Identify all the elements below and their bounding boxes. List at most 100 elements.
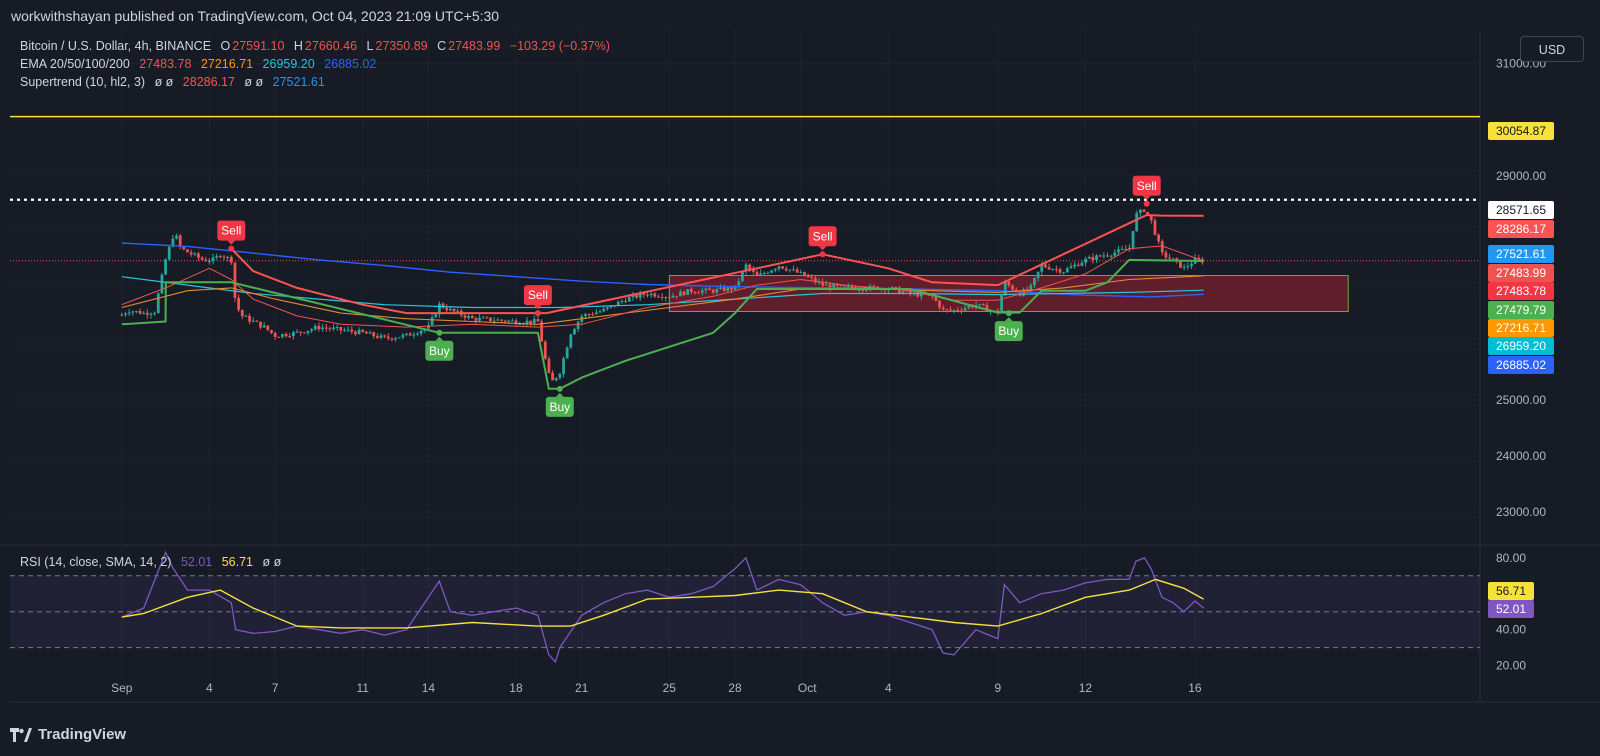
candle-body bbox=[737, 281, 741, 286]
rsi-tag-label: 52.01 bbox=[1496, 602, 1526, 616]
rsi-label: RSI (14, close, SMA, 14, 2) bbox=[20, 555, 172, 569]
candle-body bbox=[1062, 272, 1066, 274]
ema-legend: EMA 20/50/100/200 27483.78 27216.71 2695… bbox=[20, 57, 378, 71]
candle-body bbox=[357, 329, 361, 335]
candle-body bbox=[1157, 234, 1160, 242]
rsi-tag-label: 56.71 bbox=[1496, 584, 1526, 598]
close-value: 27483.99 bbox=[448, 39, 501, 53]
change-value: −103.29 (−0.37%) bbox=[509, 39, 610, 53]
candle-body bbox=[646, 294, 649, 296]
candle-body bbox=[1080, 262, 1084, 266]
candle-body bbox=[576, 321, 580, 329]
time-tick-label: 25 bbox=[663, 681, 677, 695]
candle-body bbox=[784, 268, 788, 271]
candle-body bbox=[240, 309, 244, 317]
candle-body bbox=[584, 314, 587, 317]
candle-body bbox=[456, 310, 460, 312]
price-tag-box bbox=[1488, 356, 1554, 374]
candle-body bbox=[1190, 263, 1193, 267]
price-tag-box bbox=[1488, 201, 1554, 219]
price-tag-label: 27483.99 bbox=[1496, 266, 1546, 280]
candle-body bbox=[419, 330, 423, 334]
candle-body bbox=[722, 287, 726, 291]
close-label: C bbox=[437, 39, 447, 53]
candle-body bbox=[1036, 271, 1040, 278]
candle-body bbox=[598, 311, 602, 313]
time-tick-label: 7 bbox=[272, 681, 279, 695]
candle-body bbox=[810, 277, 814, 279]
candle-body bbox=[361, 329, 365, 332]
candle-body bbox=[941, 307, 945, 310]
ema100-line bbox=[121, 276, 1204, 309]
time-tick-label: 4 bbox=[885, 681, 892, 695]
candle-body bbox=[649, 293, 653, 296]
candle-body bbox=[295, 331, 299, 333]
price-tag-label: 30054.87 bbox=[1496, 124, 1546, 138]
candle-body bbox=[237, 297, 241, 310]
candle-body bbox=[438, 303, 441, 315]
candle-body bbox=[248, 315, 251, 322]
candle-body bbox=[211, 257, 215, 262]
candle-body bbox=[777, 266, 781, 269]
candle-body bbox=[445, 307, 449, 311]
candle-body bbox=[1073, 264, 1077, 267]
price-tag-label: 28286.17 bbox=[1496, 222, 1546, 236]
candle-body bbox=[335, 327, 339, 329]
candle-body bbox=[1054, 269, 1058, 271]
candle-body bbox=[744, 264, 748, 272]
candle-body bbox=[1113, 252, 1117, 256]
rsi-line bbox=[121, 550, 1205, 664]
candle-body bbox=[620, 300, 624, 302]
candle-body bbox=[682, 291, 686, 295]
ema50-value: 27216.71 bbox=[200, 57, 254, 71]
candle-body bbox=[1142, 209, 1146, 212]
candle-body bbox=[824, 284, 828, 286]
footer-brand: TradingView bbox=[38, 726, 127, 743]
candle-body bbox=[1117, 249, 1120, 253]
candle-body bbox=[1106, 255, 1109, 257]
candle-body bbox=[343, 330, 346, 332]
candle-body bbox=[817, 282, 821, 284]
candle-body bbox=[916, 292, 920, 297]
sell-signal-text: Sell bbox=[813, 229, 833, 243]
currency-button[interactable]: USD bbox=[1520, 36, 1584, 62]
candle-body bbox=[901, 291, 905, 293]
candle-body bbox=[167, 246, 171, 260]
candle-body bbox=[1007, 281, 1011, 286]
candle-body bbox=[821, 282, 825, 286]
candle-body bbox=[354, 331, 357, 335]
rsi-sma-line bbox=[121, 578, 1204, 629]
candle-body bbox=[204, 259, 208, 262]
rsi-legend: RSI (14, close, SMA, 14, 2) 52.01 56.71 … bbox=[20, 555, 283, 569]
candle-body bbox=[667, 297, 671, 299]
candle-body bbox=[277, 336, 281, 338]
buy-signal-text: Buy bbox=[998, 324, 1019, 338]
ema50-line bbox=[121, 275, 1204, 325]
candle-body bbox=[1164, 252, 1168, 258]
candle-body bbox=[1076, 264, 1080, 266]
tradingview-logo: TradingView bbox=[10, 726, 126, 743]
buy-signal-dot bbox=[1005, 310, 1012, 317]
candle-body bbox=[383, 335, 387, 337]
candle-body bbox=[1091, 256, 1095, 260]
candle-body bbox=[262, 325, 266, 328]
buy-signal-label-box bbox=[425, 340, 454, 361]
symbol-label: Bitcoin / U.S. Dollar, 4h, BINANCE bbox=[20, 39, 212, 53]
buy-signal-pointer bbox=[1004, 317, 1013, 322]
candle-body bbox=[1102, 255, 1106, 257]
candle-body bbox=[1146, 211, 1150, 215]
candle-body bbox=[120, 314, 124, 316]
candle-body bbox=[558, 373, 562, 378]
rsi-sma-value: 56.71 bbox=[221, 555, 253, 569]
price-tag-label: 27216.71 bbox=[1496, 321, 1546, 335]
buy-signal-label-box bbox=[545, 396, 574, 417]
candle-body bbox=[1160, 241, 1164, 253]
candle-body bbox=[806, 275, 810, 278]
candle-body bbox=[664, 297, 668, 299]
candle-body bbox=[762, 273, 766, 275]
candle-body bbox=[1179, 260, 1182, 268]
buy-signal-dot bbox=[436, 329, 443, 336]
candle-body bbox=[730, 287, 733, 290]
candle-body bbox=[960, 310, 963, 312]
